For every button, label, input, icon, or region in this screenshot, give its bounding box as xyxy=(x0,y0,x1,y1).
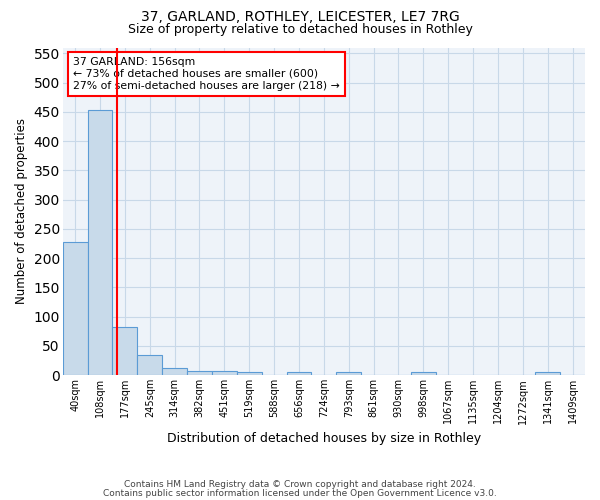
Y-axis label: Number of detached properties: Number of detached properties xyxy=(15,118,28,304)
Bar xyxy=(411,372,436,376)
Text: Contains public sector information licensed under the Open Government Licence v3: Contains public sector information licen… xyxy=(103,488,497,498)
Bar xyxy=(137,355,162,376)
Text: Contains HM Land Registry data © Crown copyright and database right 2024.: Contains HM Land Registry data © Crown c… xyxy=(124,480,476,489)
Text: 37, GARLAND, ROTHLEY, LEICESTER, LE7 7RG: 37, GARLAND, ROTHLEY, LEICESTER, LE7 7RG xyxy=(140,10,460,24)
Text: 37 GARLAND: 156sqm
← 73% of detached houses are smaller (600)
27% of semi-detach: 37 GARLAND: 156sqm ← 73% of detached hou… xyxy=(73,58,340,90)
X-axis label: Distribution of detached houses by size in Rothley: Distribution of detached houses by size … xyxy=(167,432,481,445)
Bar xyxy=(212,371,237,376)
Bar xyxy=(88,110,112,376)
Bar xyxy=(112,326,137,376)
Bar xyxy=(535,372,560,376)
Bar xyxy=(162,368,187,376)
Bar xyxy=(287,372,311,376)
Text: Size of property relative to detached houses in Rothley: Size of property relative to detached ho… xyxy=(128,22,472,36)
Bar xyxy=(237,372,262,376)
Bar xyxy=(336,372,361,376)
Bar xyxy=(187,370,212,376)
Bar xyxy=(63,242,88,376)
